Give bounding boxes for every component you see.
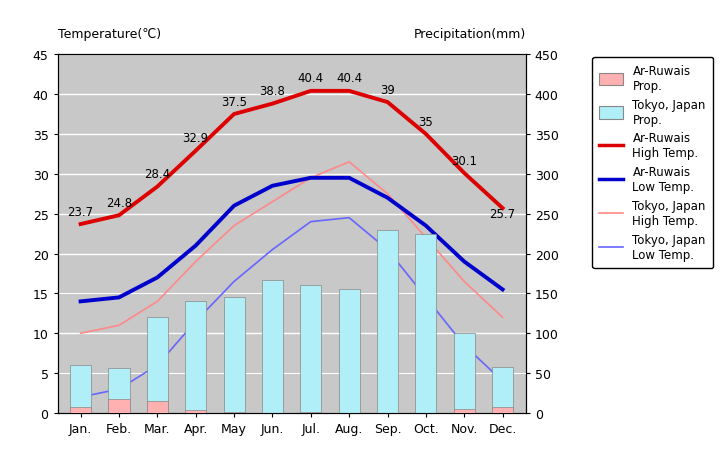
Legend: Ar-Ruwais
Prop., Tokyo, Japan
Prop., Ar-Ruwais
High Temp., Ar-Ruwais
Low Temp., : Ar-Ruwais Prop., Tokyo, Japan Prop., Ar-… xyxy=(593,57,713,269)
Text: 28.4: 28.4 xyxy=(144,168,171,181)
Bar xyxy=(147,401,168,413)
Text: 39: 39 xyxy=(380,84,395,96)
Text: 30.1: 30.1 xyxy=(451,154,477,167)
Text: 35: 35 xyxy=(418,115,433,128)
Bar xyxy=(223,412,245,413)
Bar xyxy=(492,408,513,413)
Bar xyxy=(262,280,283,413)
Bar xyxy=(70,407,91,413)
Text: 37.5: 37.5 xyxy=(221,95,247,108)
Text: 40.4: 40.4 xyxy=(297,73,324,85)
Bar xyxy=(109,368,130,413)
Bar xyxy=(70,365,91,413)
Text: 40.4: 40.4 xyxy=(336,73,362,85)
Bar xyxy=(185,410,206,413)
Text: Precipitation(mm): Precipitation(mm) xyxy=(413,28,526,41)
Text: 38.8: 38.8 xyxy=(259,85,285,98)
Text: Temperature(℃): Temperature(℃) xyxy=(58,28,161,41)
Bar xyxy=(454,409,474,413)
Bar xyxy=(185,302,206,413)
Bar xyxy=(454,334,474,413)
Text: 32.9: 32.9 xyxy=(183,132,209,145)
Bar xyxy=(300,286,321,413)
Bar xyxy=(415,234,436,413)
Bar xyxy=(492,367,513,413)
Bar xyxy=(109,399,130,413)
Bar xyxy=(223,298,245,413)
Text: 24.8: 24.8 xyxy=(106,196,132,209)
Bar xyxy=(300,412,321,413)
Bar xyxy=(338,290,360,413)
Text: 23.7: 23.7 xyxy=(68,205,94,218)
Text: 25.7: 25.7 xyxy=(490,207,516,221)
Bar xyxy=(147,318,168,413)
Bar xyxy=(377,230,398,413)
